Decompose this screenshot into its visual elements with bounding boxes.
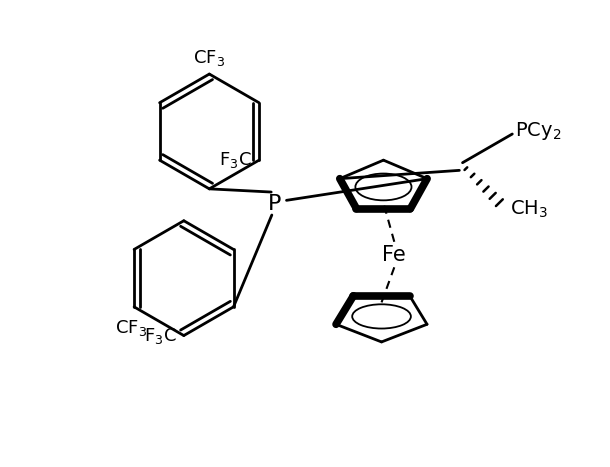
Text: P: P [268, 193, 282, 213]
Text: PCy$_2$: PCy$_2$ [515, 120, 562, 142]
Text: F$_3$C: F$_3$C [219, 150, 251, 170]
Text: F$_3$C: F$_3$C [143, 325, 176, 346]
Text: CH$_3$: CH$_3$ [511, 198, 548, 220]
Text: CF$_3$: CF$_3$ [115, 318, 147, 338]
Text: CF$_3$: CF$_3$ [193, 48, 225, 68]
Text: Fe: Fe [382, 245, 406, 264]
